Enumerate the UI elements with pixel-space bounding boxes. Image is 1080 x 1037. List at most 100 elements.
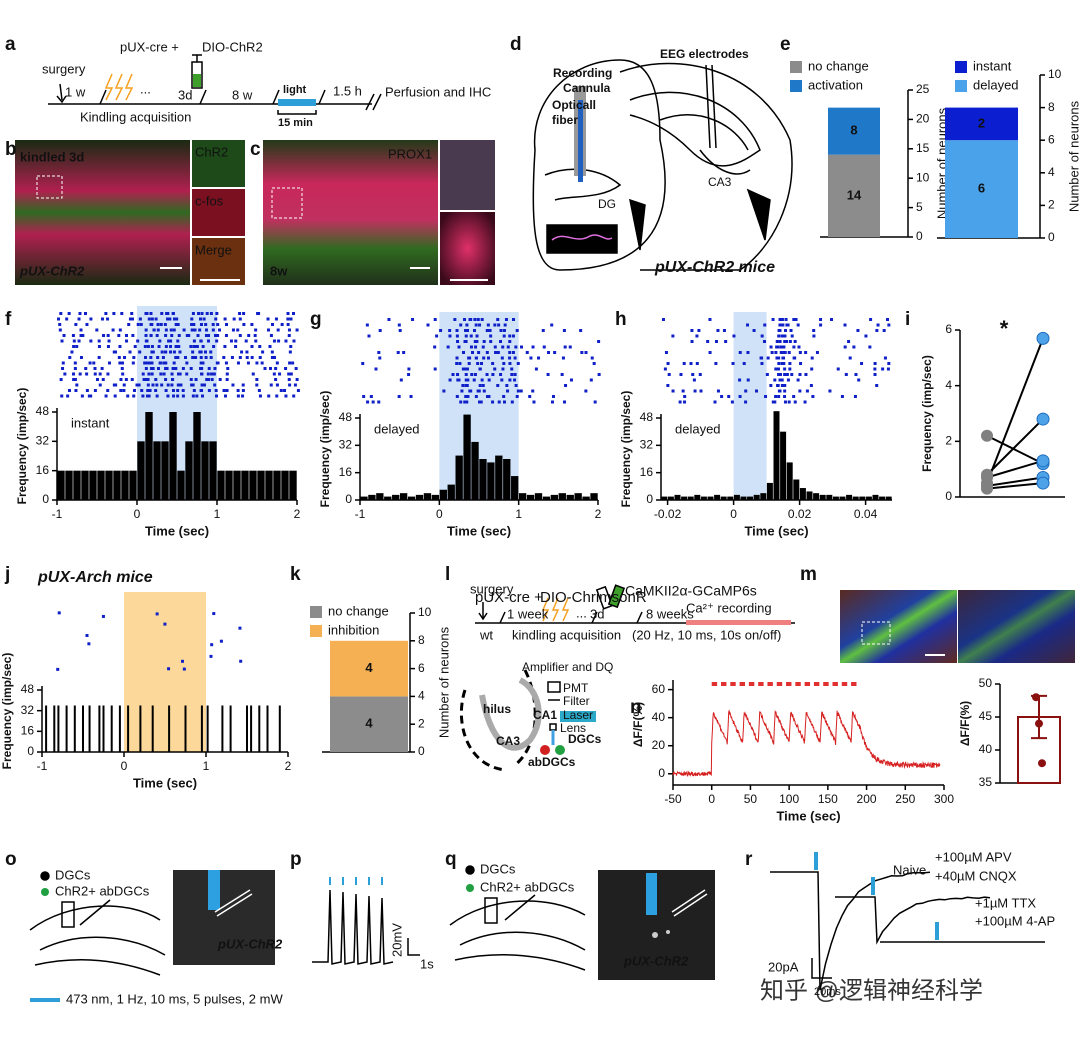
raster-tick — [528, 395, 532, 398]
raster-tick — [192, 339, 196, 343]
raster-tick — [485, 351, 489, 354]
raster-tick — [164, 345, 168, 348]
histogram-bar — [241, 470, 249, 500]
raster-tick — [98, 372, 102, 376]
raster-tick — [68, 356, 72, 359]
raster-tick — [876, 323, 880, 327]
y-tick-label: 48 — [36, 404, 50, 418]
raster-tick — [174, 345, 178, 348]
raster-tick — [474, 323, 478, 327]
raster-tick — [397, 395, 401, 398]
raster-tick — [258, 345, 262, 348]
raster-tick — [160, 350, 164, 354]
raster-tick — [783, 373, 787, 376]
raster-tick — [238, 317, 242, 321]
raster-tick — [122, 383, 126, 387]
histogram-bar — [687, 496, 694, 500]
raster-tick — [87, 642, 91, 646]
raster-tick — [138, 350, 142, 354]
x-axis-label: Time (sec) — [447, 523, 511, 538]
raster-tick — [811, 395, 815, 398]
label: CaMKII2α-GCaMP6s — [625, 583, 757, 599]
histogram-bar — [707, 496, 714, 500]
raster-tick — [458, 362, 462, 365]
y-tick-label: 5 — [916, 200, 923, 214]
raster-tick — [783, 334, 787, 338]
y-tick-label: 4 — [945, 378, 952, 392]
raster-tick — [683, 395, 687, 398]
y-tick-label: 25 — [916, 82, 930, 96]
raster-tick — [284, 339, 288, 343]
label: surgery — [42, 61, 86, 76]
label: kindling acquisition — [512, 627, 621, 642]
raster-tick — [175, 317, 179, 321]
raster-tick — [873, 362, 877, 365]
raster-tick — [106, 334, 110, 337]
raster-tick — [250, 323, 254, 326]
raster-tick — [268, 345, 272, 348]
raster-tick — [689, 362, 693, 365]
raster-tick — [225, 378, 229, 381]
raster-tick — [780, 318, 784, 321]
point-after — [1036, 412, 1050, 426]
raster-tick — [119, 378, 123, 381]
raster-tick — [223, 394, 227, 398]
y-axis-label: Frequency (imp/sec) — [318, 391, 332, 508]
raster-tick — [402, 351, 406, 354]
histogram-bar — [201, 441, 209, 500]
raster-tick — [278, 372, 282, 376]
spike-bar — [258, 705, 261, 752]
raster-tick — [407, 373, 411, 376]
histogram-bar — [760, 493, 767, 500]
raster-tick — [172, 394, 176, 398]
histogram-bar — [161, 441, 169, 500]
raster-tick — [562, 400, 566, 404]
raster-tick — [508, 334, 512, 338]
panel-letter: h — [615, 309, 627, 330]
raster-tick — [511, 351, 515, 354]
raster-tick — [713, 400, 717, 404]
panel-letter: k — [290, 564, 301, 585]
raster-tick — [763, 323, 767, 327]
raster-tick — [225, 323, 229, 326]
raster-tick — [787, 351, 791, 354]
raster-tick — [474, 395, 478, 398]
raster-tick — [377, 351, 381, 354]
histogram-bar — [865, 496, 872, 500]
raster-tick — [844, 373, 848, 376]
condition-label: instant — [71, 415, 110, 430]
raster-tick — [563, 345, 567, 349]
raster-tick — [457, 378, 461, 382]
raster-tick — [261, 350, 265, 354]
raster-tick — [253, 334, 257, 337]
raster-tick — [494, 351, 498, 354]
raster-tick — [139, 323, 143, 326]
raster-tick — [793, 340, 797, 343]
raster-tick — [491, 400, 495, 404]
y-tick-label: 20 — [916, 112, 930, 126]
raster-tick — [199, 389, 203, 392]
raster-tick — [777, 395, 781, 398]
raster-tick — [868, 345, 872, 349]
y-axis-label: Frequency (imp/sec) — [619, 391, 633, 508]
raster-tick — [158, 339, 162, 343]
raster-tick — [128, 350, 132, 354]
raster-tick — [433, 318, 437, 321]
raster-tick — [155, 394, 159, 398]
raster-tick — [796, 323, 800, 327]
panel-letter: g — [310, 309, 322, 330]
histogram-bar — [281, 470, 289, 500]
raster-tick — [474, 356, 478, 360]
raster-tick — [174, 323, 178, 326]
spike-bar — [110, 705, 113, 752]
histogram-bar — [503, 459, 511, 500]
panel-letter: i — [905, 309, 910, 330]
raster-tick — [730, 400, 734, 404]
x-tick-label: 0 — [436, 507, 443, 521]
raster-tick — [287, 328, 291, 332]
raster-tick — [241, 383, 245, 387]
raster-tick — [810, 367, 814, 371]
label: Cannula — [563, 81, 611, 95]
raster-tick — [796, 378, 800, 382]
y-tick-label: 15 — [916, 141, 930, 155]
